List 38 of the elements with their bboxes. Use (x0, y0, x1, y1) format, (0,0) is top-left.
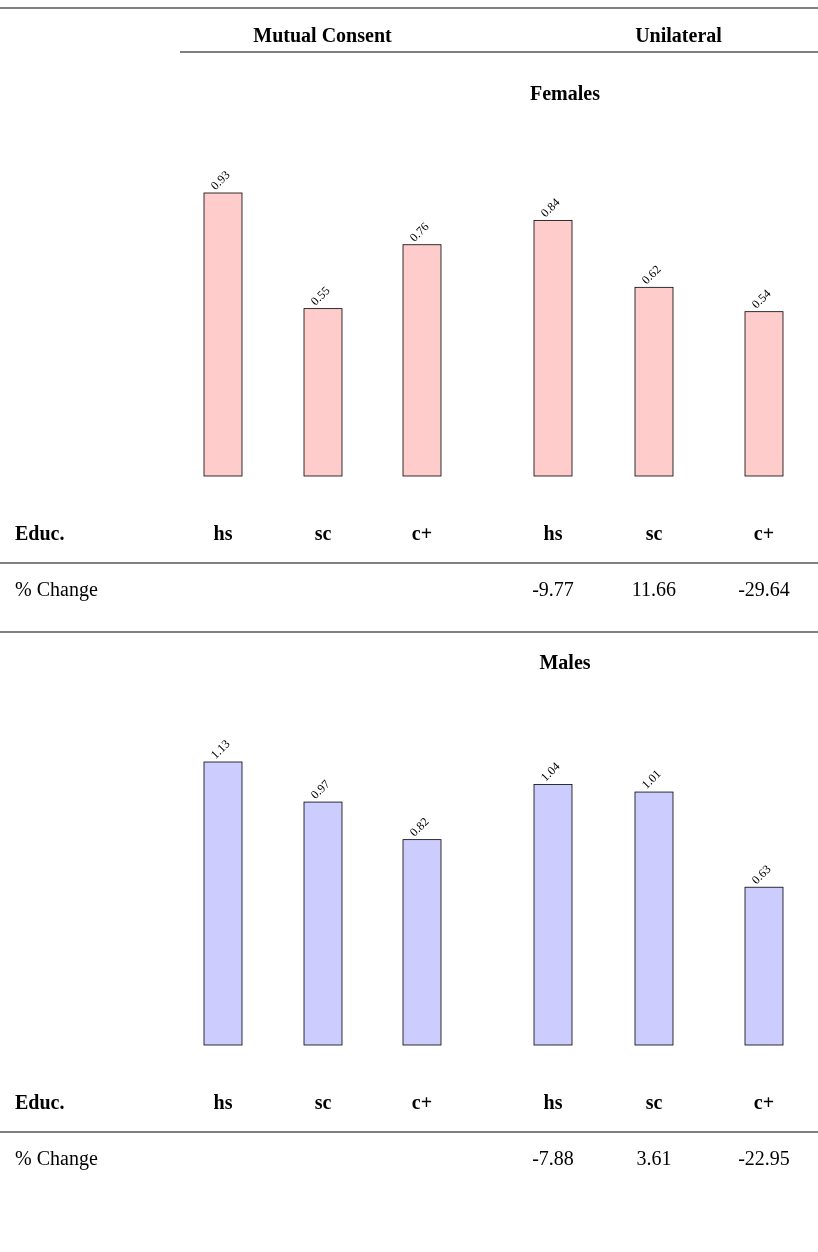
x-tick-label: sc (645, 522, 663, 544)
text: -22.95 (738, 1147, 790, 1169)
chart-title: Males (539, 651, 591, 673)
x-tick-label: hs (213, 522, 233, 544)
data-label: 0.54 (748, 286, 774, 312)
data-label: 0.97 (307, 776, 333, 802)
text: Mutual Consent (253, 24, 393, 46)
x-tick-label: sc (314, 522, 332, 544)
data-label: 0.63 (748, 862, 774, 887)
chart-title: Females (530, 82, 601, 104)
data-label: 0.84 (537, 195, 563, 220)
x-tick-label: hs (543, 1091, 563, 1113)
data-label: 0.62 (638, 262, 664, 287)
data-label: 0.76 (406, 219, 432, 245)
x-axis-title: Educ. (15, 522, 65, 544)
text: Unilateral (635, 24, 723, 46)
x-tick-label: c+ (753, 1091, 775, 1113)
data-label: 0.82 (406, 814, 432, 840)
data-label: 1.13 (207, 736, 233, 762)
data-label: 1.01 (638, 766, 664, 792)
x-tick-label: c+ (411, 1091, 433, 1113)
text: % Change (15, 1147, 98, 1170)
data-label: 0.93 (207, 167, 233, 193)
x-tick-label: sc (314, 1091, 332, 1113)
data-label: 0.55 (307, 283, 333, 309)
text: 11.66 (631, 578, 677, 600)
x-tick-label: sc (645, 1091, 663, 1113)
x-tick-label: c+ (753, 522, 775, 544)
text: -29.64 (738, 578, 790, 600)
x-tick-label: hs (213, 1091, 233, 1113)
text: -9.77 (532, 578, 574, 600)
data-label: 1.04 (537, 759, 563, 785)
x-tick-label: c+ (411, 522, 433, 544)
text: 3.61 (636, 1147, 672, 1169)
text: -7.88 (532, 1147, 574, 1169)
x-tick-label: hs (543, 522, 563, 544)
text: % Change (15, 578, 98, 601)
x-axis-title: Educ. (15, 1091, 65, 1113)
